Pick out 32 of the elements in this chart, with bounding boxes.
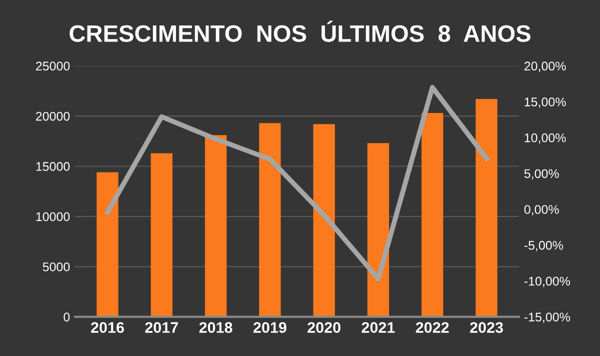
y-tick-label: 15000	[36, 162, 70, 171]
bar	[96, 172, 118, 317]
y2-tick-label: 10,00%	[524, 133, 566, 144]
bar	[204, 135, 227, 317]
y2-tick-label: -10,00%	[524, 276, 570, 288]
x-tick-label: 2018	[199, 322, 232, 333]
y2-tick-label: -5,00%	[524, 240, 564, 252]
y2-tick-label: 20,00%	[524, 62, 566, 72]
bar	[150, 153, 172, 317]
bar	[367, 143, 390, 317]
bar	[259, 123, 281, 317]
y2-tick-label: -15,00%	[524, 312, 570, 323]
chart-title: CRESCIMENTO NOS ÚLTIMOS 8 ANOS	[70, 20, 530, 42]
y-tick-label: 0	[64, 312, 70, 322]
y2-tick-label: 0,00%	[524, 205, 559, 216]
x-tick-label: 2017	[145, 322, 178, 333]
y-tick-label: 10000	[36, 212, 70, 222]
x-tick-label: 2016	[91, 322, 124, 333]
y2-tick-label: 5,00%	[524, 169, 559, 180]
x-tick-label: 2020	[308, 322, 340, 333]
x-tick-label: 2023	[470, 322, 503, 333]
line-series	[105, 84, 489, 282]
y-tick-label: 20000	[36, 112, 70, 121]
y2-tick-label: 15,00%	[524, 98, 566, 108]
bar	[476, 98, 498, 317]
x-tick-label: 2019	[253, 322, 286, 333]
x-tick-label: 2021	[362, 322, 395, 333]
bar	[313, 124, 335, 317]
y-tick-label: 25000	[36, 62, 70, 71]
bar	[422, 113, 444, 317]
y-tick-label: 5000	[42, 262, 70, 272]
x-tick-label: 2022	[416, 322, 449, 333]
